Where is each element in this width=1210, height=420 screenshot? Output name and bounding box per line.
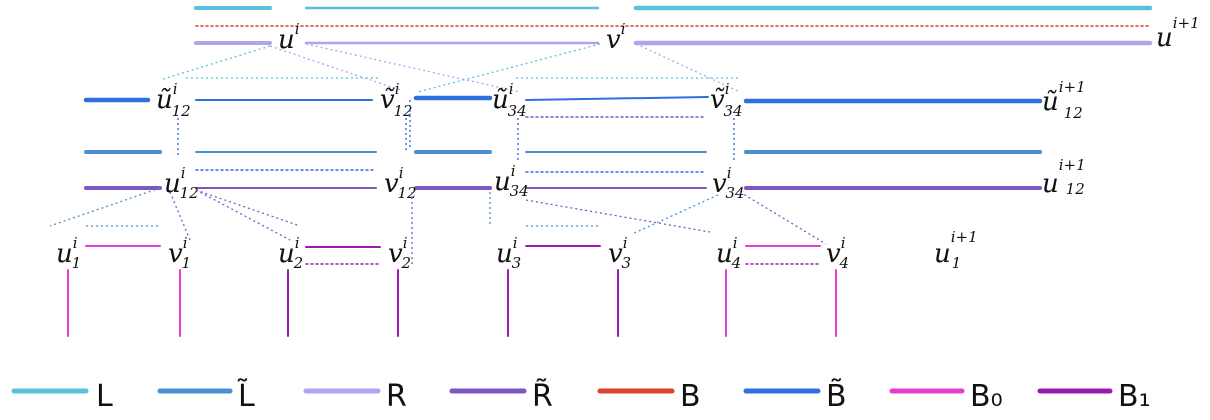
label-tilde-u12-next: ũi+1 12 bbox=[1042, 78, 1086, 122]
bottom-level bbox=[67, 245, 837, 337]
mid-level bbox=[84, 150, 1042, 190]
top-level bbox=[194, 5, 1153, 46]
label-u1-next: ui+1 1 bbox=[934, 228, 978, 272]
label-v2: vi 2 bbox=[388, 234, 411, 272]
legend-label-B0: B₀ bbox=[970, 379, 1003, 414]
label-u34: ui 34 bbox=[494, 162, 529, 200]
top-to-tilde-connectors bbox=[159, 43, 741, 93]
label-tilde-u34: ũi 34 bbox=[492, 80, 527, 120]
label-v34: vi 34 bbox=[712, 164, 745, 202]
legend-label-L: L bbox=[96, 379, 113, 414]
label-u12-next: ui+1 12 bbox=[1042, 156, 1086, 199]
legend-item-B: B bbox=[597, 379, 701, 414]
label-u2: ui 2 bbox=[278, 234, 303, 272]
legend-item-L: L bbox=[11, 379, 113, 414]
legend-label-L-tilde: L̃ bbox=[237, 379, 255, 414]
legend-label-B: B bbox=[680, 379, 701, 414]
label-v3: vi 3 bbox=[608, 234, 631, 272]
tilde-to-mid-verticals bbox=[177, 100, 735, 160]
label-u4: ui 4 bbox=[716, 234, 741, 272]
label-v12: vi 12 bbox=[384, 164, 417, 202]
legend: L L̃ R R̃ B B̃ B₀ B₁ bbox=[11, 379, 1151, 414]
legend-label-B1: B₁ bbox=[1118, 379, 1151, 414]
legend-item-R-tilde: R̃ bbox=[449, 379, 553, 414]
legend-label-R: R bbox=[386, 379, 407, 414]
tilde-B-4 bbox=[525, 96, 709, 101]
legend-item-B-tilde: B̃ bbox=[743, 379, 847, 414]
tilde-level bbox=[83, 95, 1043, 118]
label-tilde-v34: ṽi 34 bbox=[710, 80, 743, 120]
label-tilde-u12: ũi 12 bbox=[156, 80, 191, 120]
label-u-i: ui bbox=[278, 20, 300, 55]
label-u3: ui 3 bbox=[496, 234, 521, 272]
label-tilde-v12: ṽi 12 bbox=[380, 80, 413, 120]
legend-item-B0: B₀ bbox=[889, 379, 1003, 414]
mid-to-bottom-connectors bbox=[49, 187, 827, 266]
label-u12: ui 12 bbox=[164, 164, 199, 202]
label-v-i: vi bbox=[606, 20, 626, 55]
label-u1: ui 1 bbox=[56, 234, 81, 272]
label-v4: vi 4 bbox=[826, 234, 849, 272]
legend-label-B-tilde: B̃ bbox=[826, 379, 847, 414]
legend-label-R-tilde: R̃ bbox=[532, 379, 553, 414]
legend-item-B1: B₁ bbox=[1037, 379, 1151, 414]
legend-item-L-tilde: L̃ bbox=[157, 379, 255, 414]
label-u-i-plus-1: ui+1 bbox=[1156, 14, 1200, 53]
legend-item-R: R bbox=[303, 379, 407, 414]
label-v1: vi 1 bbox=[168, 234, 191, 272]
